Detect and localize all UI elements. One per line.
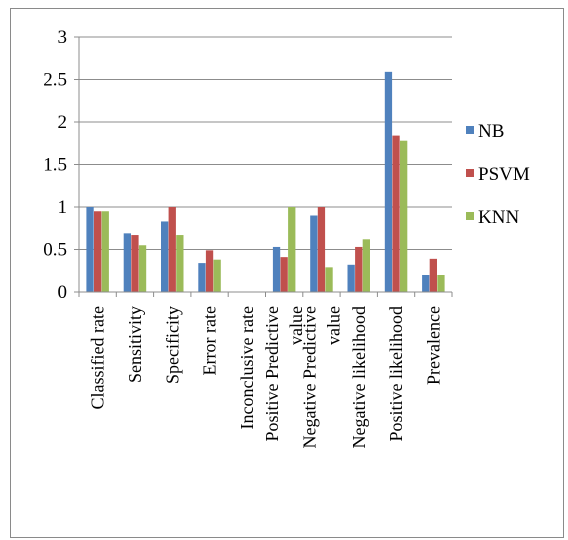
category-label-line: Specificity <box>162 306 182 384</box>
y-tick-labels: 0 0.5 1 1.5 2 2.5 3 <box>43 27 67 303</box>
y-tick-label: 1 <box>58 197 68 218</box>
legend-swatch <box>466 169 474 177</box>
bar <box>213 259 221 292</box>
bar <box>101 211 109 292</box>
category-label: Prevalence <box>423 306 443 385</box>
y-tick-label: 0 <box>58 282 68 303</box>
category-label: Positive Predictive value <box>262 306 306 441</box>
y-tick-label: 2 <box>58 112 68 133</box>
category-label-line: Prevalence <box>423 306 443 385</box>
bar <box>280 257 288 292</box>
bar <box>325 267 333 292</box>
legend-label: KNN <box>478 207 519 228</box>
y-tick-label: 0.5 <box>43 240 67 261</box>
legend-label: PSVM <box>478 164 530 185</box>
bar <box>384 71 393 292</box>
y-tick-label: 2.5 <box>43 70 67 91</box>
legend-item: NB <box>466 121 504 142</box>
bar <box>272 246 281 292</box>
legend-item: PSVM <box>466 164 530 185</box>
category-label: Sensitivity <box>125 306 145 383</box>
bar <box>310 215 318 292</box>
bar <box>288 207 296 292</box>
category-label: Positive likelihood <box>386 306 406 442</box>
bar <box>198 263 206 292</box>
legend: NB PSVM KNN <box>466 121 530 228</box>
bar <box>400 140 408 292</box>
bar <box>317 207 326 292</box>
chart-border <box>10 8 564 538</box>
category-label: Inconclusive rate <box>237 306 257 429</box>
legend-swatch <box>466 212 474 220</box>
category-label-line: value <box>323 306 343 345</box>
category-label-line: value <box>286 306 306 345</box>
bar <box>362 239 370 292</box>
bar <box>355 246 363 292</box>
bar <box>138 245 147 292</box>
y-tick-label: 3 <box>58 27 68 48</box>
bar <box>123 233 131 292</box>
bar <box>205 250 214 292</box>
bar <box>94 211 102 292</box>
bar <box>176 235 184 292</box>
bar <box>392 135 400 292</box>
bar <box>161 221 169 292</box>
legend-swatch <box>466 126 474 134</box>
legend-item: KNN <box>466 207 519 228</box>
category-label-line: Negative Predictive <box>299 306 319 448</box>
category-label-line: Inconclusive rate <box>237 306 257 429</box>
category-label-line: Positive likelihood <box>386 306 406 442</box>
bar <box>422 275 430 292</box>
bar <box>131 235 139 292</box>
legend-label: NB <box>478 121 504 142</box>
category-label-line: Error rate <box>200 306 220 375</box>
bar <box>168 207 176 292</box>
category-label: Negative Predictive value <box>299 306 343 448</box>
y-tick-label: 1.5 <box>43 155 67 176</box>
bar <box>347 264 355 292</box>
category-labels: Classified rate Sensitivity Specificity Err… <box>88 306 444 448</box>
bar <box>429 258 437 292</box>
category-label-line: Negative likelihood <box>349 306 369 448</box>
bar <box>86 207 94 292</box>
category-label-line: Classified rate <box>88 306 108 409</box>
category-label: Classified rate <box>88 306 108 409</box>
category-label-line: Positive Predictive <box>262 306 282 441</box>
category-label: Error rate <box>200 306 220 375</box>
bar <box>437 275 445 292</box>
category-label-line: Sensitivity <box>125 306 145 383</box>
category-label: Specificity <box>162 306 182 384</box>
axes <box>74 36 453 297</box>
bars <box>86 71 445 292</box>
category-label: Negative likelihood <box>349 306 369 448</box>
